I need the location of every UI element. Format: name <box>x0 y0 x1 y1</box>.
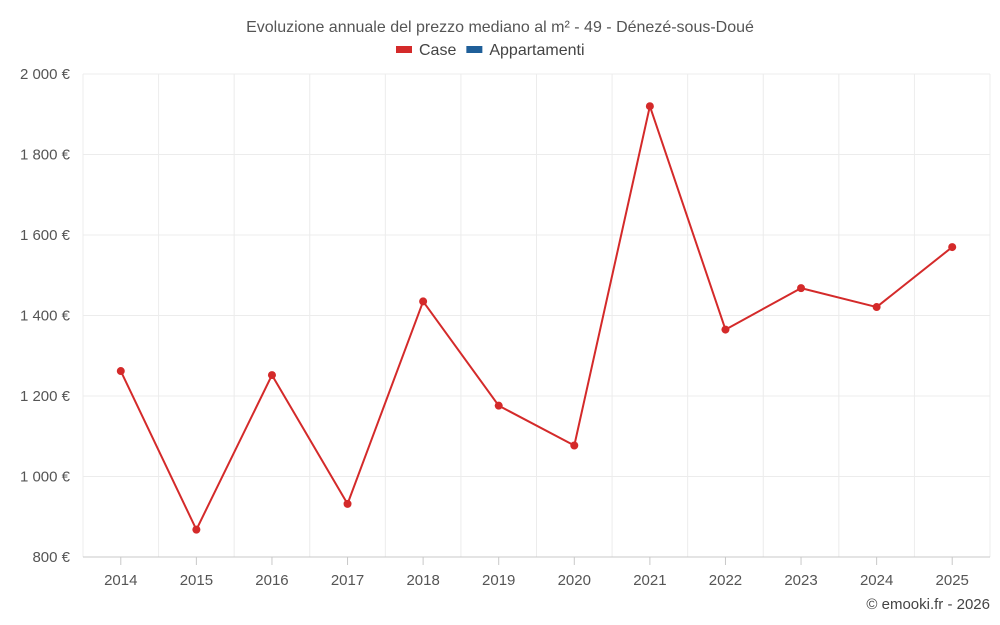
legend-item[interactable]: Case <box>396 42 456 59</box>
y-tick-label: 1 000 € <box>20 469 71 486</box>
y-tick-label: 2 000 € <box>20 66 71 83</box>
y-tick-label: 1 800 € <box>20 147 71 164</box>
data-point[interactable] <box>267 371 276 380</box>
data-point[interactable] <box>948 243 957 252</box>
x-tick-label: 2015 <box>180 572 213 589</box>
legend-swatch <box>396 46 412 53</box>
x-tick-label: 2017 <box>331 572 364 589</box>
data-point[interactable] <box>872 303 881 312</box>
x-tick-label: 2024 <box>860 572 893 589</box>
legend-swatch <box>466 46 483 53</box>
y-tick-label: 1 200 € <box>20 388 71 405</box>
x-tick-label: 2025 <box>936 572 969 589</box>
x-tick-label: 2019 <box>482 572 515 589</box>
legend-label: Appartamenti <box>489 42 584 59</box>
x-tick-label: 2020 <box>558 572 591 589</box>
data-point[interactable] <box>570 441 579 450</box>
data-point[interactable] <box>797 284 806 293</box>
data-point[interactable] <box>494 401 503 410</box>
y-tick-label: 1 400 € <box>20 308 71 325</box>
data-point[interactable] <box>419 297 428 306</box>
x-tick-label: 2021 <box>633 572 666 589</box>
data-point[interactable] <box>192 525 201 534</box>
series <box>116 102 957 534</box>
x-tick-label: 2023 <box>784 572 817 589</box>
y-tick-label: 800 € <box>32 549 70 566</box>
x-tick-label: 2022 <box>709 572 742 589</box>
x-tick-label: 2014 <box>104 572 137 589</box>
axes: 800 € 1 000 € 1 200 € 1 400 € 1 600 € 1 800 €… <box>20 66 990 589</box>
legend-item[interactable]: Appartamenti <box>466 42 585 59</box>
series-line <box>119 105 953 531</box>
legend: Case Appartamenti <box>396 42 585 59</box>
x-tick-label: 2018 <box>406 572 439 589</box>
x-tick-label: 2016 <box>255 572 288 589</box>
legend-label: Case <box>419 42 456 59</box>
credit-text: © emooki.fr - 2026 <box>866 596 990 613</box>
data-point[interactable] <box>343 499 352 508</box>
data-point[interactable] <box>116 367 125 376</box>
data-point[interactable] <box>645 102 654 111</box>
y-tick-label: 1 600 € <box>20 227 71 244</box>
data-point[interactable] <box>721 325 730 334</box>
grid <box>82 73 991 558</box>
chart-title: Evoluzione annuale del prezzo mediano al… <box>246 19 754 36</box>
